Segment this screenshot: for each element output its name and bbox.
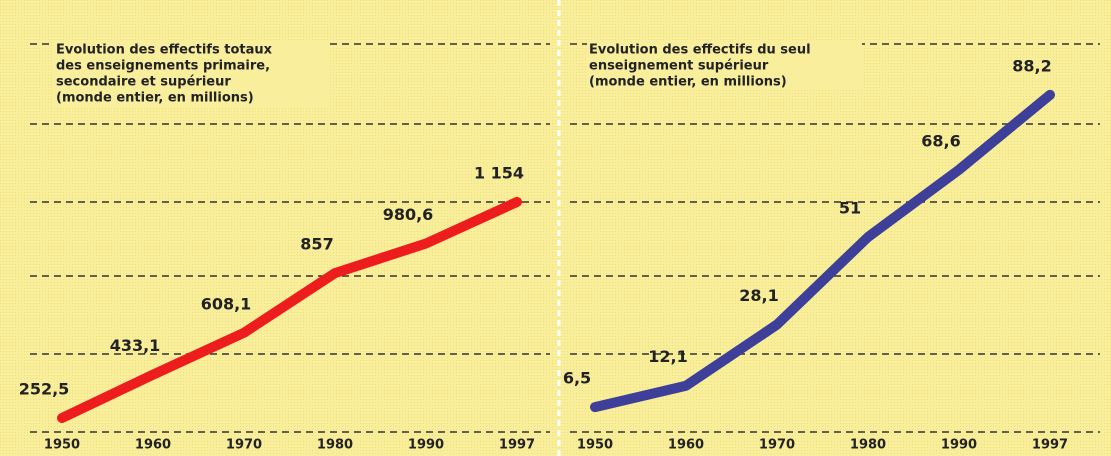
title-bg: [54, 42, 329, 58]
title-bg: [587, 58, 862, 74]
value-label: 68,6: [921, 131, 960, 150]
x-tick-label: 1960: [668, 438, 704, 453]
x-tick-label: 1950: [577, 438, 613, 453]
x-tick-label: 1990: [408, 438, 444, 453]
chart-title: enseignement supérieur: [589, 59, 769, 74]
title-bg: [54, 58, 329, 74]
value-label: 51: [839, 199, 861, 218]
value-label: 608,1: [201, 294, 252, 313]
title-bg: [587, 74, 862, 90]
chart-title: secondaire et supérieur: [56, 75, 231, 90]
value-label: 1 154: [474, 163, 524, 182]
x-tick-label: 1950: [44, 438, 80, 453]
x-tick-label: 1970: [759, 438, 795, 453]
x-tick-label: 1960: [135, 438, 171, 453]
chart-title: (monde entier, en millions): [589, 75, 787, 90]
value-label: 433,1: [110, 336, 161, 355]
value-label: 12,1: [648, 347, 687, 366]
x-tick-label: 1970: [226, 438, 262, 453]
chart-title: Evolution des effectifs totaux: [56, 43, 273, 58]
x-tick-label: 1980: [850, 438, 886, 453]
data-line: [590, 89, 1055, 413]
x-tick-label: 1997: [1032, 438, 1068, 453]
value-label: 980,6: [383, 205, 434, 224]
title-bg: [54, 90, 329, 106]
title-bg: [587, 42, 862, 58]
value-label: 28,1: [739, 286, 778, 305]
value-label: 88,2: [1012, 56, 1051, 75]
chart-title: des enseignements primaire,: [56, 59, 270, 74]
chart-title: (monde entier, en millions): [56, 91, 254, 106]
value-label: 6,5: [563, 369, 591, 388]
x-tick-label: 1990: [941, 438, 977, 453]
chart-title: Evolution des effectifs du seul: [589, 43, 811, 58]
value-label: 252,5: [19, 379, 70, 398]
x-tick-label: 1997: [499, 438, 535, 453]
title-bg: [54, 74, 329, 90]
data-line: [57, 196, 522, 423]
x-tick-label: 1980: [317, 438, 353, 453]
value-label: 857: [300, 235, 333, 254]
